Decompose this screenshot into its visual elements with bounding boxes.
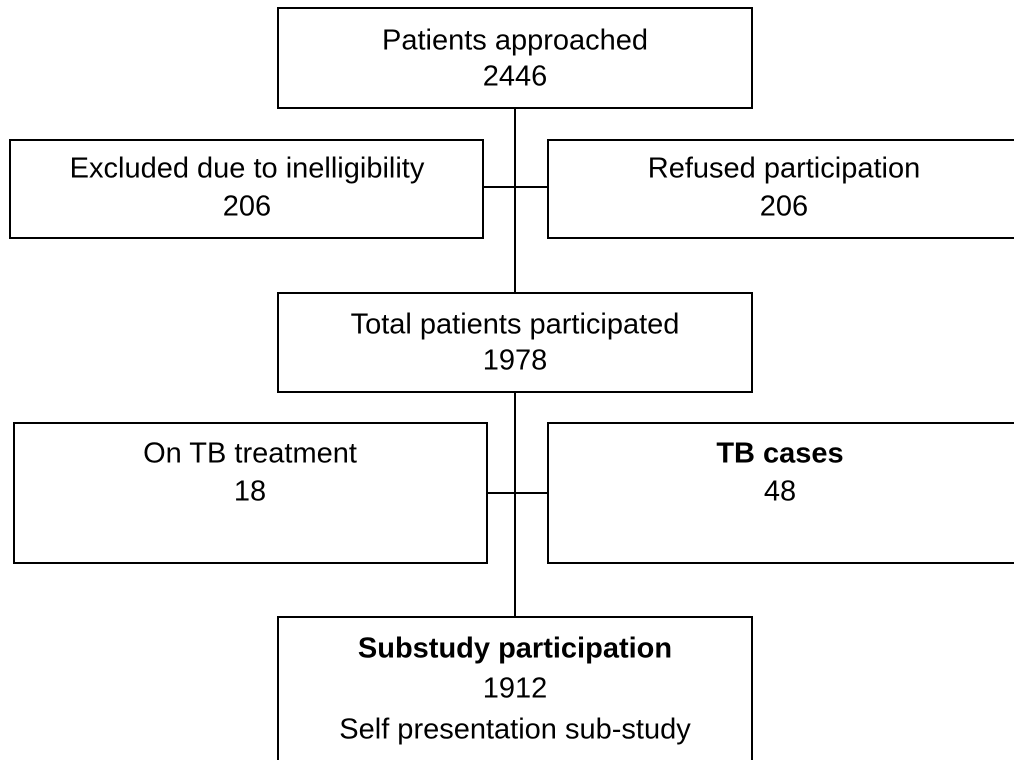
node: Patients approached 2446 [277,7,753,109]
node: TB cases 48 [547,422,1014,564]
node-box [547,422,1014,564]
node: Total patients participated 1978 [277,292,753,393]
node-count: 48 [764,476,796,508]
node-count: 18 [234,476,266,508]
node-box [277,616,753,760]
node: Excluded due to inelligibility 206 [9,139,484,239]
node-label: Excluded due to inelligibility [70,153,425,185]
node-count: 1978 [483,345,548,377]
node-box [277,292,753,393]
node-label: On TB treatment [143,438,357,470]
node-box [547,139,1014,239]
node-count: 1912 [483,673,548,705]
node-label: Substudy participation [358,633,672,665]
node: Refused participation 206 [547,139,1014,239]
node-count: 206 [223,191,271,223]
node: Substudy participation 1912 Self present… [277,616,753,760]
node-count: 2446 [483,61,548,93]
node-box [277,7,753,109]
node-label: Patients approached [382,25,648,57]
node-label: TB cases [716,438,843,470]
node: On TB treatment 18 [13,422,488,564]
node-label: Refused participation [648,153,920,185]
node-label: Total patients participated [351,309,680,341]
node-count: 206 [760,191,808,223]
node-box [9,139,484,239]
node-note: Self presentation sub-study [339,714,691,746]
node-box [13,422,488,564]
